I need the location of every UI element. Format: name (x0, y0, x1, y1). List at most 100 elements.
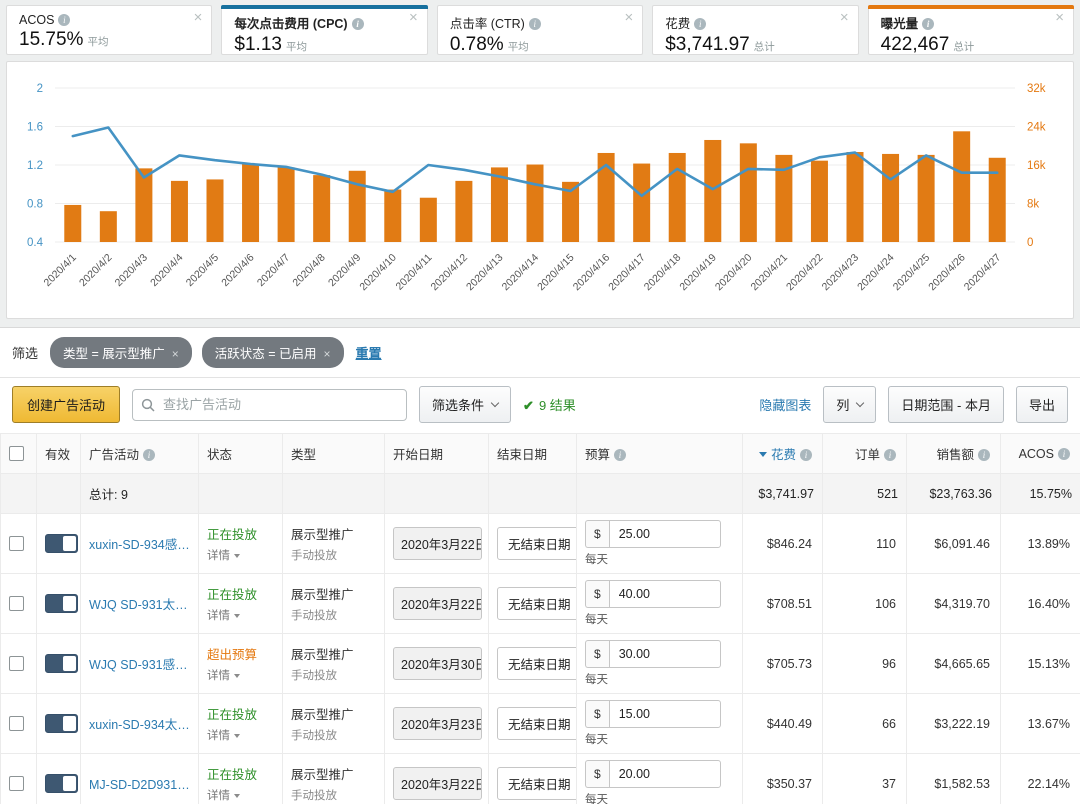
campaign-link[interactable]: xuxin-SD-934感应系... (89, 534, 190, 553)
totals-empty-cell (577, 474, 743, 514)
campaign-link[interactable]: MJ-SD-D2D931系列3... (89, 774, 190, 793)
column-header-预算[interactable]: 预算i (577, 434, 743, 474)
budget-input[interactable] (609, 700, 721, 728)
column-header-类型[interactable]: 类型 (283, 434, 385, 474)
x-axis-label: 2020/4/26 (926, 252, 968, 294)
filter-conditions-button[interactable]: 筛选条件 (419, 386, 511, 423)
select-all-checkbox[interactable] (9, 446, 24, 461)
close-icon[interactable]: × (840, 10, 849, 25)
metric-card-4[interactable]: 曝光量i422,467总计× (868, 5, 1074, 55)
end-date-button[interactable]: 无结束日期 (497, 527, 577, 560)
export-button[interactable]: 导出 (1016, 386, 1068, 423)
spend-cell: $846.24 (743, 514, 823, 574)
column-header-订单[interactable]: 订单i (823, 434, 907, 474)
column-header-花费[interactable]: 花费i (743, 434, 823, 474)
details-toggle[interactable]: 详情 (207, 547, 274, 563)
metric-card-sub: 总计 (754, 41, 775, 53)
x-axis-label: 2020/4/27 (962, 252, 1004, 294)
search-input[interactable] (161, 396, 398, 413)
enabled-toggle[interactable] (45, 714, 78, 733)
select-all-header[interactable] (1, 434, 37, 474)
details-toggle[interactable]: 详情 (207, 787, 274, 803)
reset-filters-link[interactable]: 重置 (356, 343, 382, 362)
metric-card-label: 花费i (665, 13, 845, 32)
orders-cell: 106 (823, 574, 907, 634)
date-range-button[interactable]: 日期范围 - 本月 (888, 386, 1004, 423)
start-date-button[interactable]: 2020年3月22日 (393, 527, 482, 560)
campaign-link[interactable]: xuxin-SD-934太阳能... (89, 714, 190, 733)
column-header-结束日期[interactable]: 结束日期 (489, 434, 577, 474)
metric-card-1[interactable]: 每次点击费用 (CPC)i$1.13平均× (221, 5, 427, 55)
start-date-button[interactable]: 2020年3月23日 (393, 707, 482, 740)
close-icon[interactable]: × (624, 10, 633, 25)
metric-card-0[interactable]: ACOSi15.75%平均× (6, 5, 212, 55)
column-header-有效[interactable]: 有效 (37, 434, 81, 474)
close-icon[interactable]: × (194, 10, 203, 25)
type-cell: 展示型推广手动投放 (283, 574, 385, 634)
details-toggle[interactable]: 详情 (207, 727, 274, 743)
column-header-ACOS[interactable]: ACOSi (1001, 434, 1080, 474)
impressions-bar (64, 205, 81, 242)
targeting-type: 手动投放 (291, 667, 376, 683)
end-date-button[interactable]: 无结束日期 (497, 587, 577, 620)
chevron-down-icon (234, 734, 240, 738)
enabled-toggle[interactable] (45, 654, 78, 673)
acos-cell: 13.89% (1001, 514, 1080, 574)
campaign-cell: xuxin-SD-934感应系... (81, 514, 199, 574)
budget-input[interactable] (609, 520, 721, 548)
start-date-button[interactable]: 2020年3月22日 (393, 767, 482, 800)
enabled-toggle[interactable] (45, 534, 78, 553)
budget-cell: $每天 (577, 574, 743, 634)
totals-empty-cell (1, 474, 37, 514)
budget-input[interactable] (609, 640, 721, 668)
table-header-row: 有效广告活动i状态类型开始日期结束日期预算i花费i订单i销售额iACOSi (1, 434, 1080, 474)
row-checkbox[interactable] (9, 656, 24, 671)
campaign-link[interactable]: WJQ SD-931太阳能系... (89, 594, 190, 613)
column-header-状态[interactable]: 状态 (199, 434, 283, 474)
row-checkbox[interactable] (9, 536, 24, 551)
close-icon[interactable]: × (324, 347, 331, 361)
column-header-label: 销售额 (936, 448, 974, 462)
row-checkbox[interactable] (9, 716, 24, 731)
search-box[interactable] (132, 389, 407, 421)
budget-input[interactable] (609, 580, 721, 608)
acos-cell: 22.14% (1001, 754, 1080, 804)
x-axis-label: 2020/4/11 (393, 252, 434, 293)
close-icon[interactable]: × (172, 347, 179, 361)
right-axis-tick: 0 (1027, 237, 1033, 249)
filter-chip-1[interactable]: 活跃状态 = 已启用× (202, 337, 344, 368)
column-header-开始日期[interactable]: 开始日期 (385, 434, 489, 474)
column-header-广告活动[interactable]: 广告活动i (81, 434, 199, 474)
column-header-label: 花费 (771, 448, 796, 462)
details-toggle[interactable]: 详情 (207, 607, 274, 623)
end-date-button[interactable]: 无结束日期 (497, 767, 577, 800)
column-header-label: 结束日期 (497, 448, 547, 462)
start-date-button[interactable]: 2020年3月22日 (393, 587, 482, 620)
performance-chart-panel: 232k1.624k1.216k0.88k0.402020/4/12020/4/… (6, 61, 1074, 319)
close-icon[interactable]: × (1055, 10, 1064, 25)
column-header-销售额[interactable]: 销售额i (907, 434, 1001, 474)
end-date-button[interactable]: 无结束日期 (497, 707, 577, 740)
filter-chip-0[interactable]: 类型 = 展示型推广× (50, 337, 192, 368)
budget-input[interactable] (609, 760, 721, 788)
metric-card-3[interactable]: 花费i$3,741.97总计× (652, 5, 858, 55)
budget-cell: $每天 (577, 514, 743, 574)
campaign-link[interactable]: WJQ SD-931感应系列... (89, 654, 190, 673)
close-icon[interactable]: × (409, 10, 418, 25)
row-checkbox[interactable] (9, 596, 24, 611)
end-date-cell: 无结束日期 (489, 694, 577, 754)
row-checkbox[interactable] (9, 776, 24, 791)
columns-button[interactable]: 列 (823, 386, 876, 423)
create-campaign-button[interactable]: 创建广告活动 (12, 386, 120, 423)
hide-chart-link[interactable]: 隐藏图表 (759, 395, 811, 414)
enabled-toggle[interactable] (45, 594, 78, 613)
type-cell: 展示型推广手动投放 (283, 634, 385, 694)
info-icon: i (884, 449, 896, 461)
end-date-button[interactable]: 无结束日期 (497, 647, 577, 680)
enabled-toggle[interactable] (45, 774, 78, 793)
currency-prefix: $ (585, 580, 609, 608)
start-date-button[interactable]: 2020年3月30日 (393, 647, 482, 680)
metric-card-2[interactable]: 点击率 (CTR)i0.78%平均× (437, 5, 643, 55)
details-toggle[interactable]: 详情 (207, 667, 274, 683)
campaign-row: WJQ SD-931感应系列...超出预算详情展示型推广手动投放2020年3月3… (1, 634, 1080, 694)
